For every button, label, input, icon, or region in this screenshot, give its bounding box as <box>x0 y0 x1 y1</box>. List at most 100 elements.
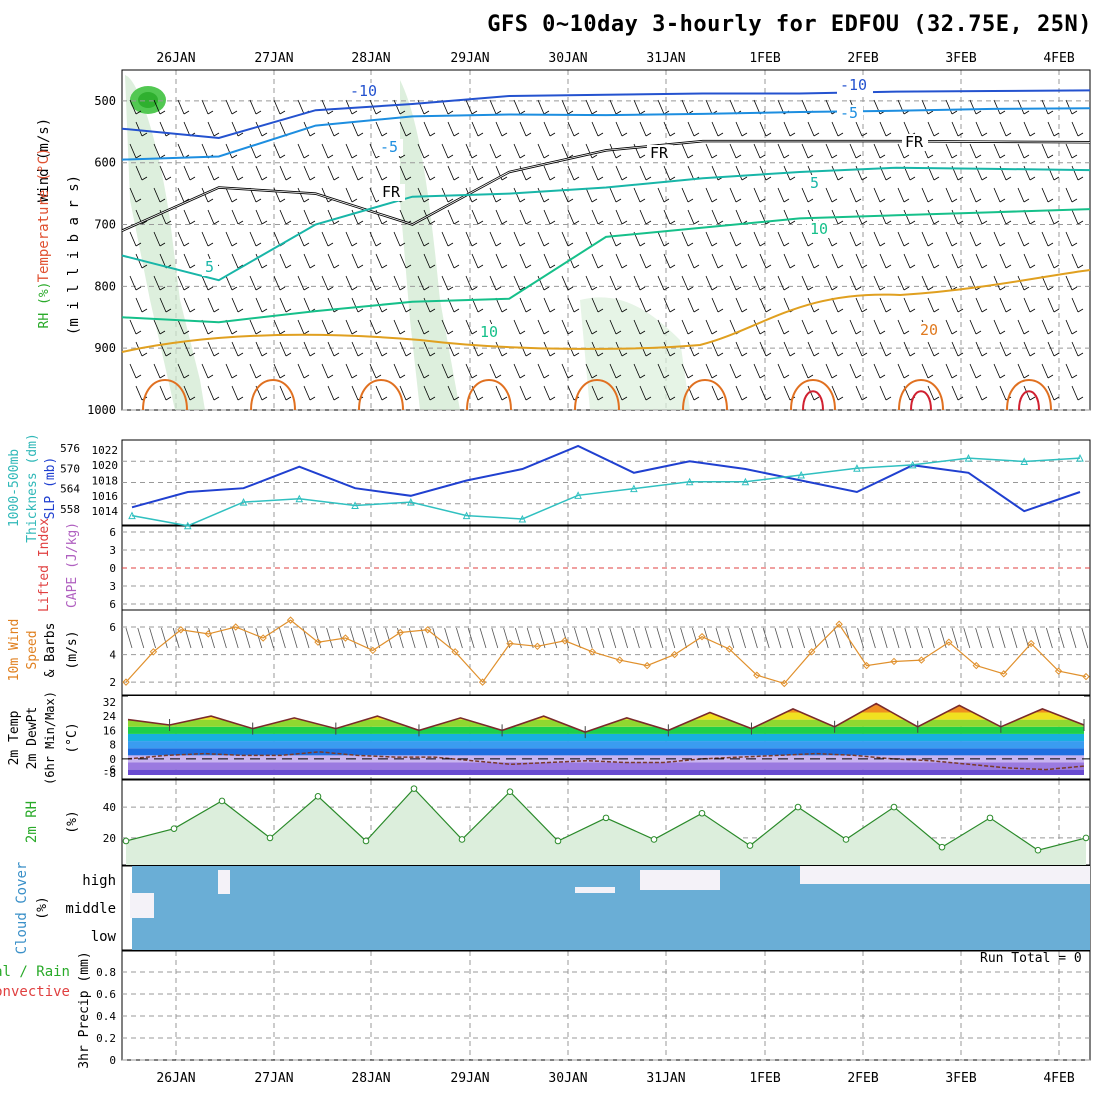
wind-barb-flag <box>735 242 742 247</box>
wind-barb-flag <box>357 352 364 357</box>
wind10-barb <box>810 627 817 649</box>
wind-barb-flag <box>903 286 910 291</box>
wind-barb-flag <box>615 154 622 159</box>
wind-barb <box>369 275 377 291</box>
wind10-barb <box>975 627 982 649</box>
wind-barb <box>633 319 641 335</box>
wind-barb-flag <box>981 396 988 401</box>
wind-barb-flag <box>255 242 262 247</box>
wind-barb-flag <box>255 374 262 379</box>
wind-barb-flag <box>135 374 142 379</box>
wind-tick-label: 6 <box>109 621 116 634</box>
wind-barb <box>297 187 305 203</box>
wind-barb-flag <box>1077 396 1084 401</box>
wind-barb <box>303 385 311 401</box>
wind-barb <box>1023 341 1031 357</box>
wind-barb-flag <box>975 154 982 159</box>
wind10-point <box>1054 667 1063 675</box>
wind-barb <box>783 209 791 225</box>
wind-barb <box>609 99 617 115</box>
contour-label: 20 <box>920 321 938 339</box>
wind-barb <box>177 231 185 247</box>
wind-barb <box>633 99 641 115</box>
wind-barb <box>1041 187 1049 203</box>
wind-barb <box>705 363 713 379</box>
wind-barb <box>273 231 281 247</box>
wind-barb <box>225 187 233 203</box>
date-label-top: 26JAN <box>156 51 195 66</box>
wind-barb-flag <box>549 308 556 313</box>
wind-barb-flag <box>597 308 604 313</box>
wind-barb <box>231 253 239 269</box>
wind-barb-flag <box>1053 352 1060 357</box>
wind-barb-flag <box>669 220 676 225</box>
wind-barb <box>297 99 305 115</box>
wind-barb <box>759 297 767 313</box>
wind-barb <box>273 99 281 115</box>
wind-barb <box>297 275 305 291</box>
rh-2m-point <box>602 814 610 822</box>
wind10-barb <box>1081 627 1089 649</box>
wind-barb <box>687 165 695 181</box>
wind-barb <box>297 363 305 379</box>
wind-barb-flag <box>423 286 430 291</box>
wind-barb <box>465 275 473 291</box>
wind-barb-flag <box>1047 374 1054 379</box>
wind10-point <box>1082 672 1090 681</box>
wind-barb-flag <box>501 264 508 269</box>
wind-barb <box>1065 231 1073 247</box>
wind-barb-flag <box>231 286 238 291</box>
contour-label: 10 <box>810 220 828 238</box>
wind-barb <box>537 99 545 115</box>
wind-barb <box>369 363 377 379</box>
wind-barb <box>249 275 257 291</box>
date-label-bottom: 28JAN <box>351 1071 390 1086</box>
cloud-axis-label: Cloud Cover <box>14 862 30 955</box>
wind-barb-flag <box>399 286 406 291</box>
wind-barb-flag <box>807 374 814 379</box>
wind-barb <box>513 143 521 159</box>
contour-label-bg <box>347 83 383 100</box>
wind-barb-flag <box>333 220 340 225</box>
wind-barb-flag <box>279 154 286 159</box>
precip-tick-label: 0 <box>109 1054 116 1067</box>
wind-barb <box>969 187 977 203</box>
wind-barb-flag <box>453 352 460 357</box>
wind-barb <box>903 209 911 225</box>
wind-barb-flag <box>357 176 364 181</box>
wind-barb-flag <box>669 308 676 313</box>
wind-barb-flag <box>471 154 478 159</box>
dewpoint-2m-line <box>127 751 1085 771</box>
wind-barb-flag <box>885 132 892 137</box>
thickness-tick-label: 570 <box>60 462 80 475</box>
rh-2m-point <box>986 814 994 822</box>
wind10-barb <box>998 627 1006 649</box>
wind-barb <box>519 253 527 269</box>
wind-barb <box>873 187 881 203</box>
wind-barb-flag <box>1023 374 1030 379</box>
wind-barb-flag <box>669 352 676 357</box>
wind-barb-flag <box>543 110 550 115</box>
wind10-point <box>314 638 322 646</box>
wind-barb <box>705 319 713 335</box>
wind-barb-flag <box>333 132 340 137</box>
wind-barb <box>705 231 713 247</box>
wind-barb-flag <box>159 330 166 335</box>
wind-barb-flag <box>1029 396 1036 401</box>
wind-barb-flag <box>927 198 934 203</box>
wind-barb <box>375 165 383 181</box>
thickness-point <box>1020 457 1029 466</box>
wind-barb <box>207 165 215 181</box>
wind-barb <box>561 143 569 159</box>
wind-barb-flag <box>741 176 748 181</box>
temp-band <box>128 741 1084 749</box>
wind10-point <box>204 630 212 638</box>
wind-barb <box>735 385 743 401</box>
wind-barb <box>447 165 455 181</box>
wind-barb-flag <box>885 352 892 357</box>
wind-barb-flag <box>165 176 172 181</box>
wind-barb-flag <box>303 374 310 379</box>
wind-barb-flag <box>381 176 388 181</box>
wind-barb <box>345 275 353 291</box>
wind-barb <box>927 341 935 357</box>
